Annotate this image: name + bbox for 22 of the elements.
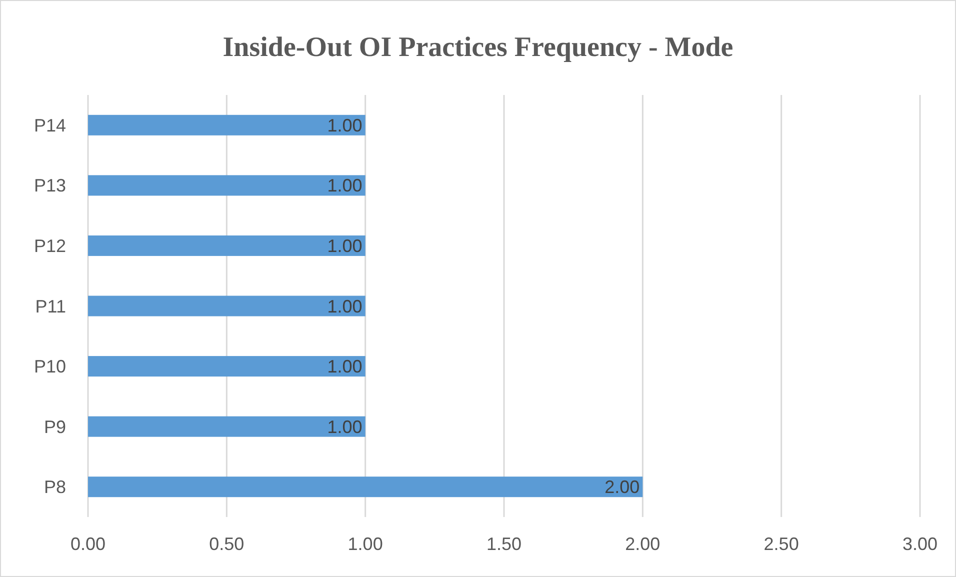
- data-label: 2.00: [604, 477, 640, 498]
- data-label: 1.00: [327, 236, 362, 256]
- y-tick-label: P10: [34, 356, 66, 377]
- data-label: 1.00: [327, 296, 362, 316]
- y-tick-label: P14: [34, 115, 66, 136]
- data-label: 1.00: [327, 416, 362, 437]
- chart-title: Inside-Out OI Practices Frequency - Mode: [222, 32, 734, 63]
- y-tick-label: P13: [34, 176, 66, 196]
- y-tick-label: P8: [44, 477, 66, 498]
- y-tick-label: P12: [34, 236, 66, 256]
- y-tick-label: P9: [44, 416, 66, 437]
- data-label: 1.00: [327, 115, 362, 136]
- x-tick-label: 2.00: [625, 534, 660, 554]
- y-tick-label: P11: [35, 296, 66, 316]
- x-tick-label: 0.50: [209, 534, 244, 554]
- x-tick-label: 1.00: [348, 534, 383, 554]
- x-tick-label: 0.00: [70, 534, 106, 554]
- x-tick-label: 1.50: [486, 534, 522, 554]
- data-label: 1.00: [327, 356, 362, 377]
- x-tick-label: 3.00: [902, 534, 938, 554]
- data-label: 1.00: [327, 176, 362, 196]
- x-tick-label: 2.50: [764, 534, 799, 554]
